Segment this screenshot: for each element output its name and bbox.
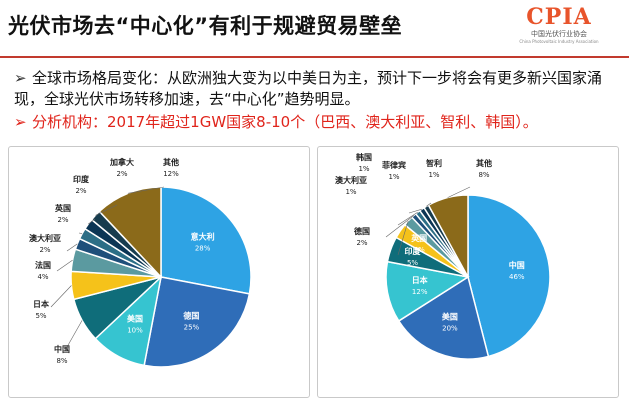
- pie-slice: [143, 276, 251, 368]
- bullet-arrow-icon: ➢: [14, 69, 27, 87]
- slice-category-label: 印度: [405, 246, 422, 256]
- leader-line: [78, 232, 83, 234]
- slice-value-label: 10%: [127, 326, 143, 334]
- bullet-arrow-icon: ➢: [14, 113, 27, 131]
- slice-category-label: 中国: [509, 260, 525, 270]
- slice-value-label: 1%: [358, 165, 369, 173]
- bullet-analysts: ➢ 分析机构：2017年超过1GW国家8-10个（巴西、澳大利亚、智利、韩国）。: [14, 112, 624, 133]
- cpia-logo: CPIA 中国光伏行业协会 China Photovoltaic Industr…: [499, 4, 619, 50]
- pie-slice: [467, 194, 551, 358]
- slice-category-label: 其他: [163, 157, 179, 167]
- slice-category-label: 菲律宾: [382, 160, 406, 170]
- slice-value-label: 28%: [195, 245, 211, 253]
- leader-line: [408, 208, 422, 214]
- slice-category-label: 英国: [410, 233, 427, 243]
- leader-line: [385, 215, 414, 238]
- slice-value-label: 2%: [116, 170, 127, 178]
- pie-slice: [397, 275, 490, 360]
- page-title: 光伏市场去“中心化”有利于规避贸易壁垒: [8, 14, 403, 38]
- slice-category-label: 美国: [127, 313, 143, 323]
- slice-category-label: 其他: [476, 158, 492, 168]
- slice-value-label: 25%: [184, 324, 200, 332]
- slice-value-label: 8%: [478, 171, 489, 179]
- leader-line: [447, 186, 471, 198]
- bullet-text: 分析机构：2017年超过1GW国家8-10个（巴西、澳大利亚、智利、韩国）。: [32, 113, 538, 131]
- slice-category-label: 韩国: [356, 152, 372, 162]
- leader-line: [66, 243, 78, 252]
- slice-value-label: 2%: [75, 187, 86, 195]
- pie-chart-panel-right: 中国 46% 美国 20% 日本 12% 印度 5% 英国 3% 德国 2% 澳大利亚 1% 韩国 1% 菲律宾…: [317, 146, 619, 398]
- slice-category-label: 澳大利亚: [29, 233, 61, 243]
- pie-slice: [385, 260, 471, 322]
- leader-line: [95, 204, 118, 216]
- slice-value-label: 3%: [414, 246, 425, 254]
- slice-value-label: 2%: [39, 246, 50, 254]
- leader-line: [50, 285, 72, 308]
- slice-value-label: 2%: [57, 216, 68, 224]
- slice-value-label: 20%: [442, 325, 458, 333]
- slice-value-label: 1%: [388, 173, 399, 181]
- leader-line: [397, 220, 409, 256]
- leader-line: [56, 259, 73, 272]
- pie-chart-panel-left: 意大利 28% 德国 25% 美国 10% 中国 8% 日本 5% 法国 4% 澳大利亚 2% 英国 2% 印度…: [8, 146, 310, 398]
- slice-category-label: 加拿大: [109, 157, 134, 167]
- slice-category-label: 法国: [35, 260, 51, 270]
- slice-value-label: 46%: [509, 273, 525, 281]
- logo-subtitle: 中国光伏行业协会: [531, 30, 587, 38]
- slice-category-label: 智利: [426, 158, 442, 168]
- slice-value-label: 12%: [163, 170, 179, 178]
- slice-category-label: 澳大利亚: [335, 175, 367, 185]
- slice-category-label: 德国: [183, 311, 199, 321]
- title-divider: [0, 56, 629, 58]
- slice-category-label: 日本: [33, 299, 49, 309]
- slice-category-label: 德国: [354, 226, 370, 236]
- leader-line: [397, 211, 418, 226]
- slice-value-label: 5%: [407, 259, 418, 267]
- leader-line: [426, 202, 432, 207]
- slice-category-label: 中国: [54, 344, 70, 354]
- slice-value-label: 1%: [345, 188, 356, 196]
- pie-slice: [98, 186, 162, 279]
- slice-category-label: 印度: [73, 174, 90, 184]
- slice-value-label: 12%: [412, 288, 428, 296]
- logo-subtitle-en: China Photovoltaic Industry Association: [519, 39, 599, 44]
- slice-category-label: 美国: [442, 312, 458, 322]
- slice-value-label: 8%: [56, 357, 67, 365]
- slice-value-label: 4%: [37, 273, 48, 281]
- slice-value-label: 1%: [428, 171, 439, 179]
- leader-line: [127, 186, 165, 194]
- bullet-market-shift: ➢ 全球市场格局变化：从欧洲独大变为以中美日为主，预计下一步将会有更多新兴国家涌现…: [14, 68, 620, 110]
- leader-line: [88, 218, 96, 225]
- leader-line: [66, 320, 83, 348]
- bullet-text: 全球市场格局变化：从欧洲独大变为以中美日为主，预计下一步将会有更多新兴国家涌现，…: [14, 69, 603, 108]
- logo-text: CPIA: [526, 4, 592, 30]
- slice-value-label: 5%: [35, 312, 46, 320]
- slice-category-label: 英国: [54, 203, 71, 213]
- slice-category-label: 意大利: [191, 232, 215, 242]
- pie-chart-right: 中国 46% 美国 20% 日本 12% 印度 5% 英国 3% 德国 2% 澳大利亚 1% 韩国 1% 菲律宾…: [335, 152, 551, 360]
- pie-chart-left: 意大利 28% 德国 25% 美国 10% 中国 8% 日本 5% 法国 4% 澳大利亚 2% 英国 2% 印度…: [29, 157, 252, 368]
- slice-category-label: 日本: [412, 275, 428, 285]
- pie-slice: [160, 186, 252, 295]
- slice-value-label: 2%: [356, 239, 367, 247]
